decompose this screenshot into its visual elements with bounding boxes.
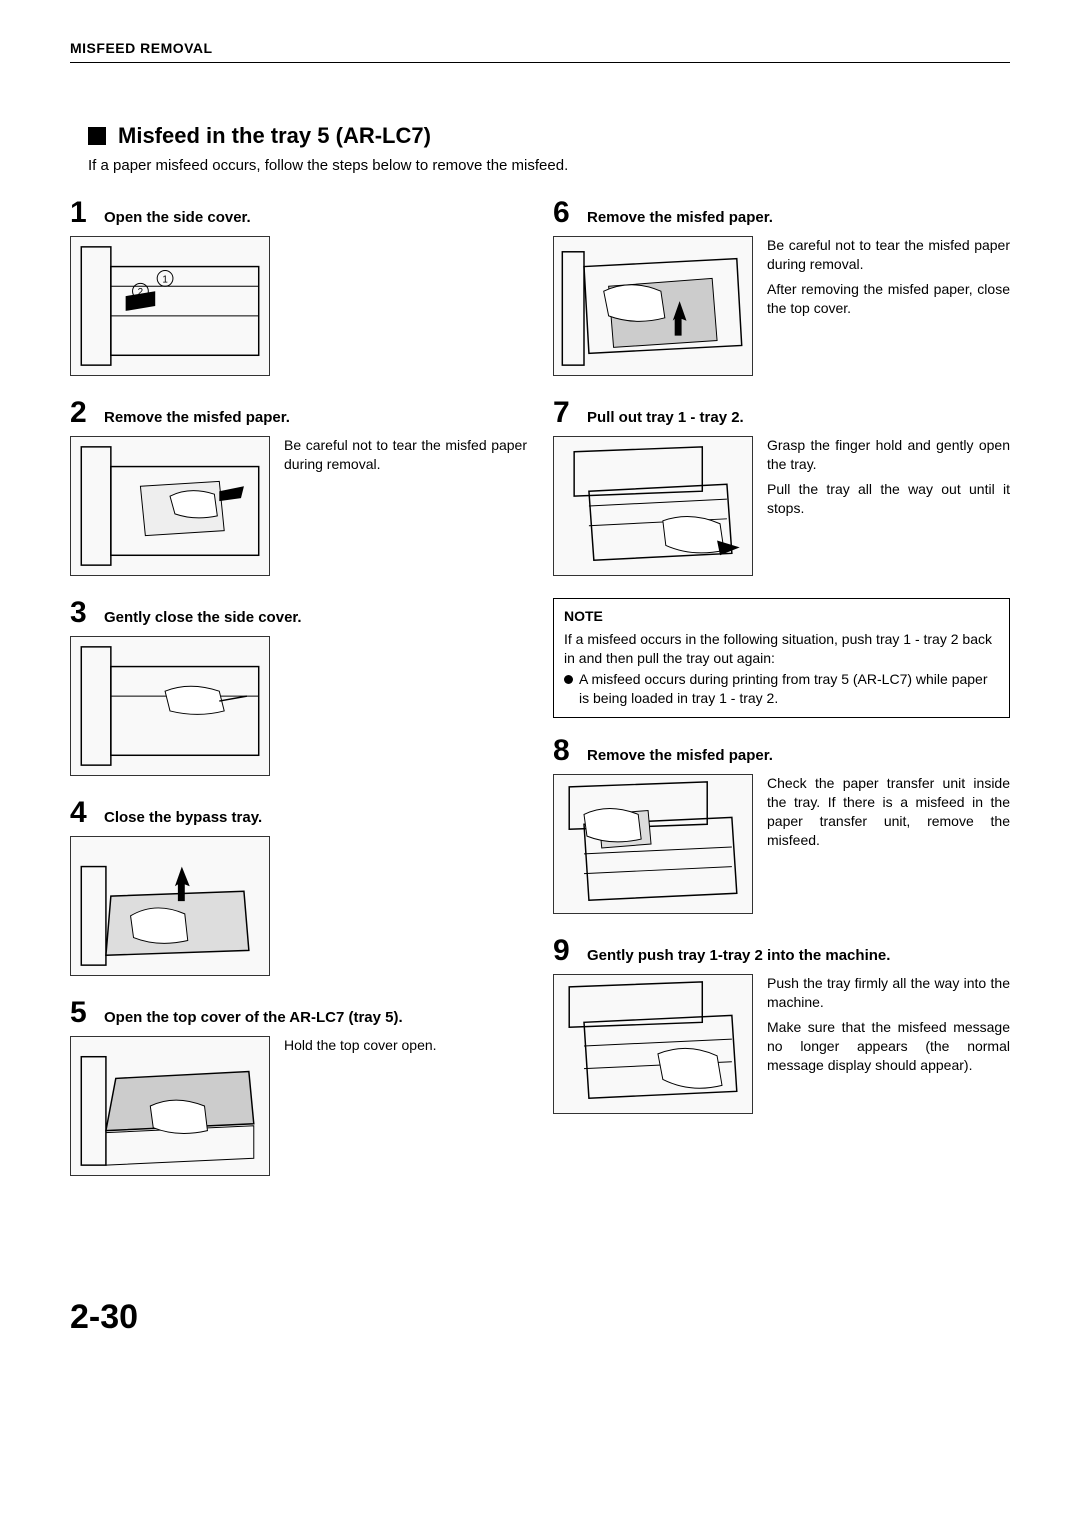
svg-text:1: 1	[162, 274, 167, 285]
step-2: 2 Remove the misfed paper. Be careful no…	[70, 398, 527, 576]
section-intro: If a paper misfeed occurs, follow the st…	[88, 157, 1010, 174]
left-column: 1 Open the side cover. 1 2	[70, 198, 527, 1198]
step-9: 9 Gently push tray 1-tray 2 into the mac…	[553, 936, 1010, 1114]
note-bullet: A misfeed occurs during printing from tr…	[564, 670, 999, 708]
note-lead: If a misfeed occurs in the following sit…	[564, 630, 999, 668]
step-title: Close the bypass tray.	[104, 809, 262, 826]
section-title: Misfeed in the tray 5 (AR-LC7)	[118, 123, 431, 149]
step-text: Hold the top cover open.	[284, 1036, 527, 1061]
step-number: 8	[553, 736, 581, 766]
step-text: Be careful not to tear the misfed paper …	[767, 236, 1010, 324]
step-number: 3	[70, 598, 98, 628]
step-number: 9	[553, 936, 581, 966]
content-columns: 1 Open the side cover. 1 2	[70, 198, 1010, 1198]
step-title: Gently push tray 1-tray 2 into the machi…	[587, 947, 890, 964]
section-heading: Misfeed in the tray 5 (AR-LC7)	[88, 123, 1010, 149]
step-title: Pull out tray 1 - tray 2.	[587, 409, 744, 426]
step-text: Push the tray firmly all the way into th…	[767, 974, 1010, 1080]
step-3: 3 Gently close the side cover.	[70, 598, 527, 776]
step-8-figure	[553, 774, 753, 914]
step-text: Check the paper transfer unit inside the…	[767, 774, 1010, 856]
step-2-figure	[70, 436, 270, 576]
step-title: Remove the misfed paper.	[104, 409, 290, 426]
svg-text:2: 2	[138, 287, 143, 298]
step-6-figure	[553, 236, 753, 376]
step-5-figure	[70, 1036, 270, 1176]
step-number: 2	[70, 398, 98, 428]
bullet-dot-icon	[564, 675, 573, 684]
step-7: 7 Pull out tray 1 - tray 2. Grasp the fi…	[553, 398, 1010, 576]
step-text: Grasp the finger hold and gently open th…	[767, 436, 1010, 524]
step-3-figure	[70, 636, 270, 776]
page-number: 2-30	[70, 1298, 1010, 1337]
step-6: 6 Remove the misfed paper. Be careful no…	[553, 198, 1010, 376]
step-title: Open the side cover.	[104, 209, 251, 226]
step-7-figure	[553, 436, 753, 576]
step-title: Remove the misfed paper.	[587, 209, 773, 226]
note-label: NOTE	[564, 607, 999, 626]
note-box: NOTE If a misfeed occurs in the followin…	[553, 598, 1010, 718]
step-5: 5 Open the top cover of the AR-LC7 (tray…	[70, 998, 527, 1176]
header-section-label: MISFEED REMOVAL	[70, 40, 1010, 63]
step-4-figure	[70, 836, 270, 976]
note-bullet-text: A misfeed occurs during printing from tr…	[579, 670, 999, 708]
step-title: Open the top cover of the AR-LC7 (tray 5…	[104, 1009, 403, 1026]
square-bullet-icon	[88, 127, 106, 145]
step-number: 5	[70, 998, 98, 1028]
step-number: 6	[553, 198, 581, 228]
step-1: 1 Open the side cover. 1 2	[70, 198, 527, 376]
step-1-figure: 1 2	[70, 236, 270, 376]
step-4: 4 Close the bypass tray.	[70, 798, 527, 976]
step-text: Be careful not to tear the misfed paper …	[284, 436, 527, 480]
right-column: 6 Remove the misfed paper. Be careful no…	[553, 198, 1010, 1198]
step-9-figure	[553, 974, 753, 1114]
step-number: 1	[70, 198, 98, 228]
step-title: Remove the misfed paper.	[587, 747, 773, 764]
step-8: 8 Remove the misfed paper. Check the pap…	[553, 736, 1010, 914]
step-number: 4	[70, 798, 98, 828]
step-number: 7	[553, 398, 581, 428]
step-title: Gently close the side cover.	[104, 609, 302, 626]
